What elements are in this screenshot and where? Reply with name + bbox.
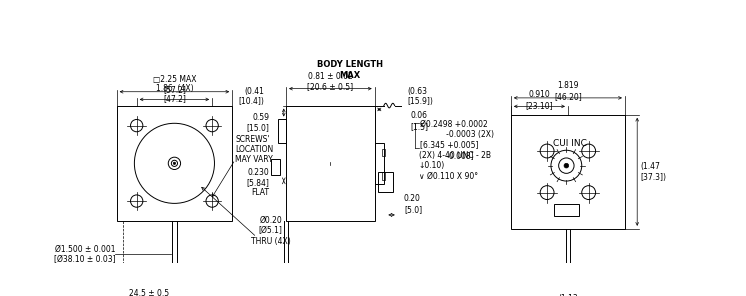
Bar — [116, 106, 232, 221]
Text: Ø0.20
[Ø5.1]
THRU (4X): Ø0.20 [Ø5.1] THRU (4X) — [251, 216, 290, 246]
Bar — [374, 143, 384, 184]
Text: 1.819
[46.20]: 1.819 [46.20] — [554, 81, 582, 101]
Text: SCREWS'
LOCATION
MAY VARY: SCREWS' LOCATION MAY VARY — [235, 135, 274, 164]
Circle shape — [173, 162, 175, 165]
Text: 0.910
[23.10]: 0.910 [23.10] — [526, 91, 554, 110]
Text: □2.25 MAX
[57.2]: □2.25 MAX [57.2] — [153, 75, 196, 94]
Text: (2X) 4-40 UNC - 2B
↓0.10)
∨ Ø0.110 X 90°: (2X) 4-40 UNC - 2B ↓0.10) ∨ Ø0.110 X 90° — [419, 151, 491, 181]
Text: 0.81 ± 0.02
[20.6 ± 0.5]: 0.81 ± 0.02 [20.6 ± 0.5] — [307, 72, 354, 91]
Text: Ø1.500 ± 0.001
[Ø38.10 ± 0.03]: Ø1.500 ± 0.001 [Ø38.10 ± 0.03] — [54, 244, 115, 264]
Bar — [278, 120, 286, 143]
Text: 0.06
[1.5]: 0.06 [1.5] — [410, 111, 428, 131]
Bar — [381, 172, 386, 179]
Text: 0.230
[5.84]
FLAT: 0.230 [5.84] FLAT — [246, 168, 269, 197]
Text: 0.20
[5.0]: 0.20 [5.0] — [404, 194, 422, 214]
Bar — [511, 115, 625, 229]
Text: CUI INC: CUI INC — [554, 139, 587, 148]
Text: (1.47
[37.3]): (1.47 [37.3]) — [640, 162, 666, 181]
Bar — [377, 172, 393, 192]
Bar — [554, 204, 579, 216]
Bar — [381, 149, 386, 156]
Circle shape — [564, 163, 568, 168]
Bar — [271, 160, 280, 175]
Text: Ø0.2498 +0.0002
           -0.0003 (2X)
[6.345 +0.005]
           -0.008]: Ø0.2498 +0.0002 -0.0003 (2X) [6.345 +0.0… — [420, 120, 494, 160]
Text: 1.86  (4X)
[47.2]: 1.86 (4X) [47.2] — [156, 83, 193, 103]
Text: 0.59
[15.0]: 0.59 [15.0] — [246, 113, 269, 132]
Text: 24.5 ± 0.5
[622 ± 13]: 24.5 ± 0.5 [622 ± 13] — [129, 289, 170, 296]
Text: (1.13
[28.6]): (1.13 [28.6]) — [555, 294, 581, 296]
Text: (0.63
[15.9]): (0.63 [15.9]) — [407, 87, 433, 106]
Text: BODY LENGTH
MAX: BODY LENGTH MAX — [317, 60, 383, 80]
Text: (0.41
[10.4]): (0.41 [10.4]) — [239, 87, 265, 106]
Bar — [286, 106, 374, 221]
